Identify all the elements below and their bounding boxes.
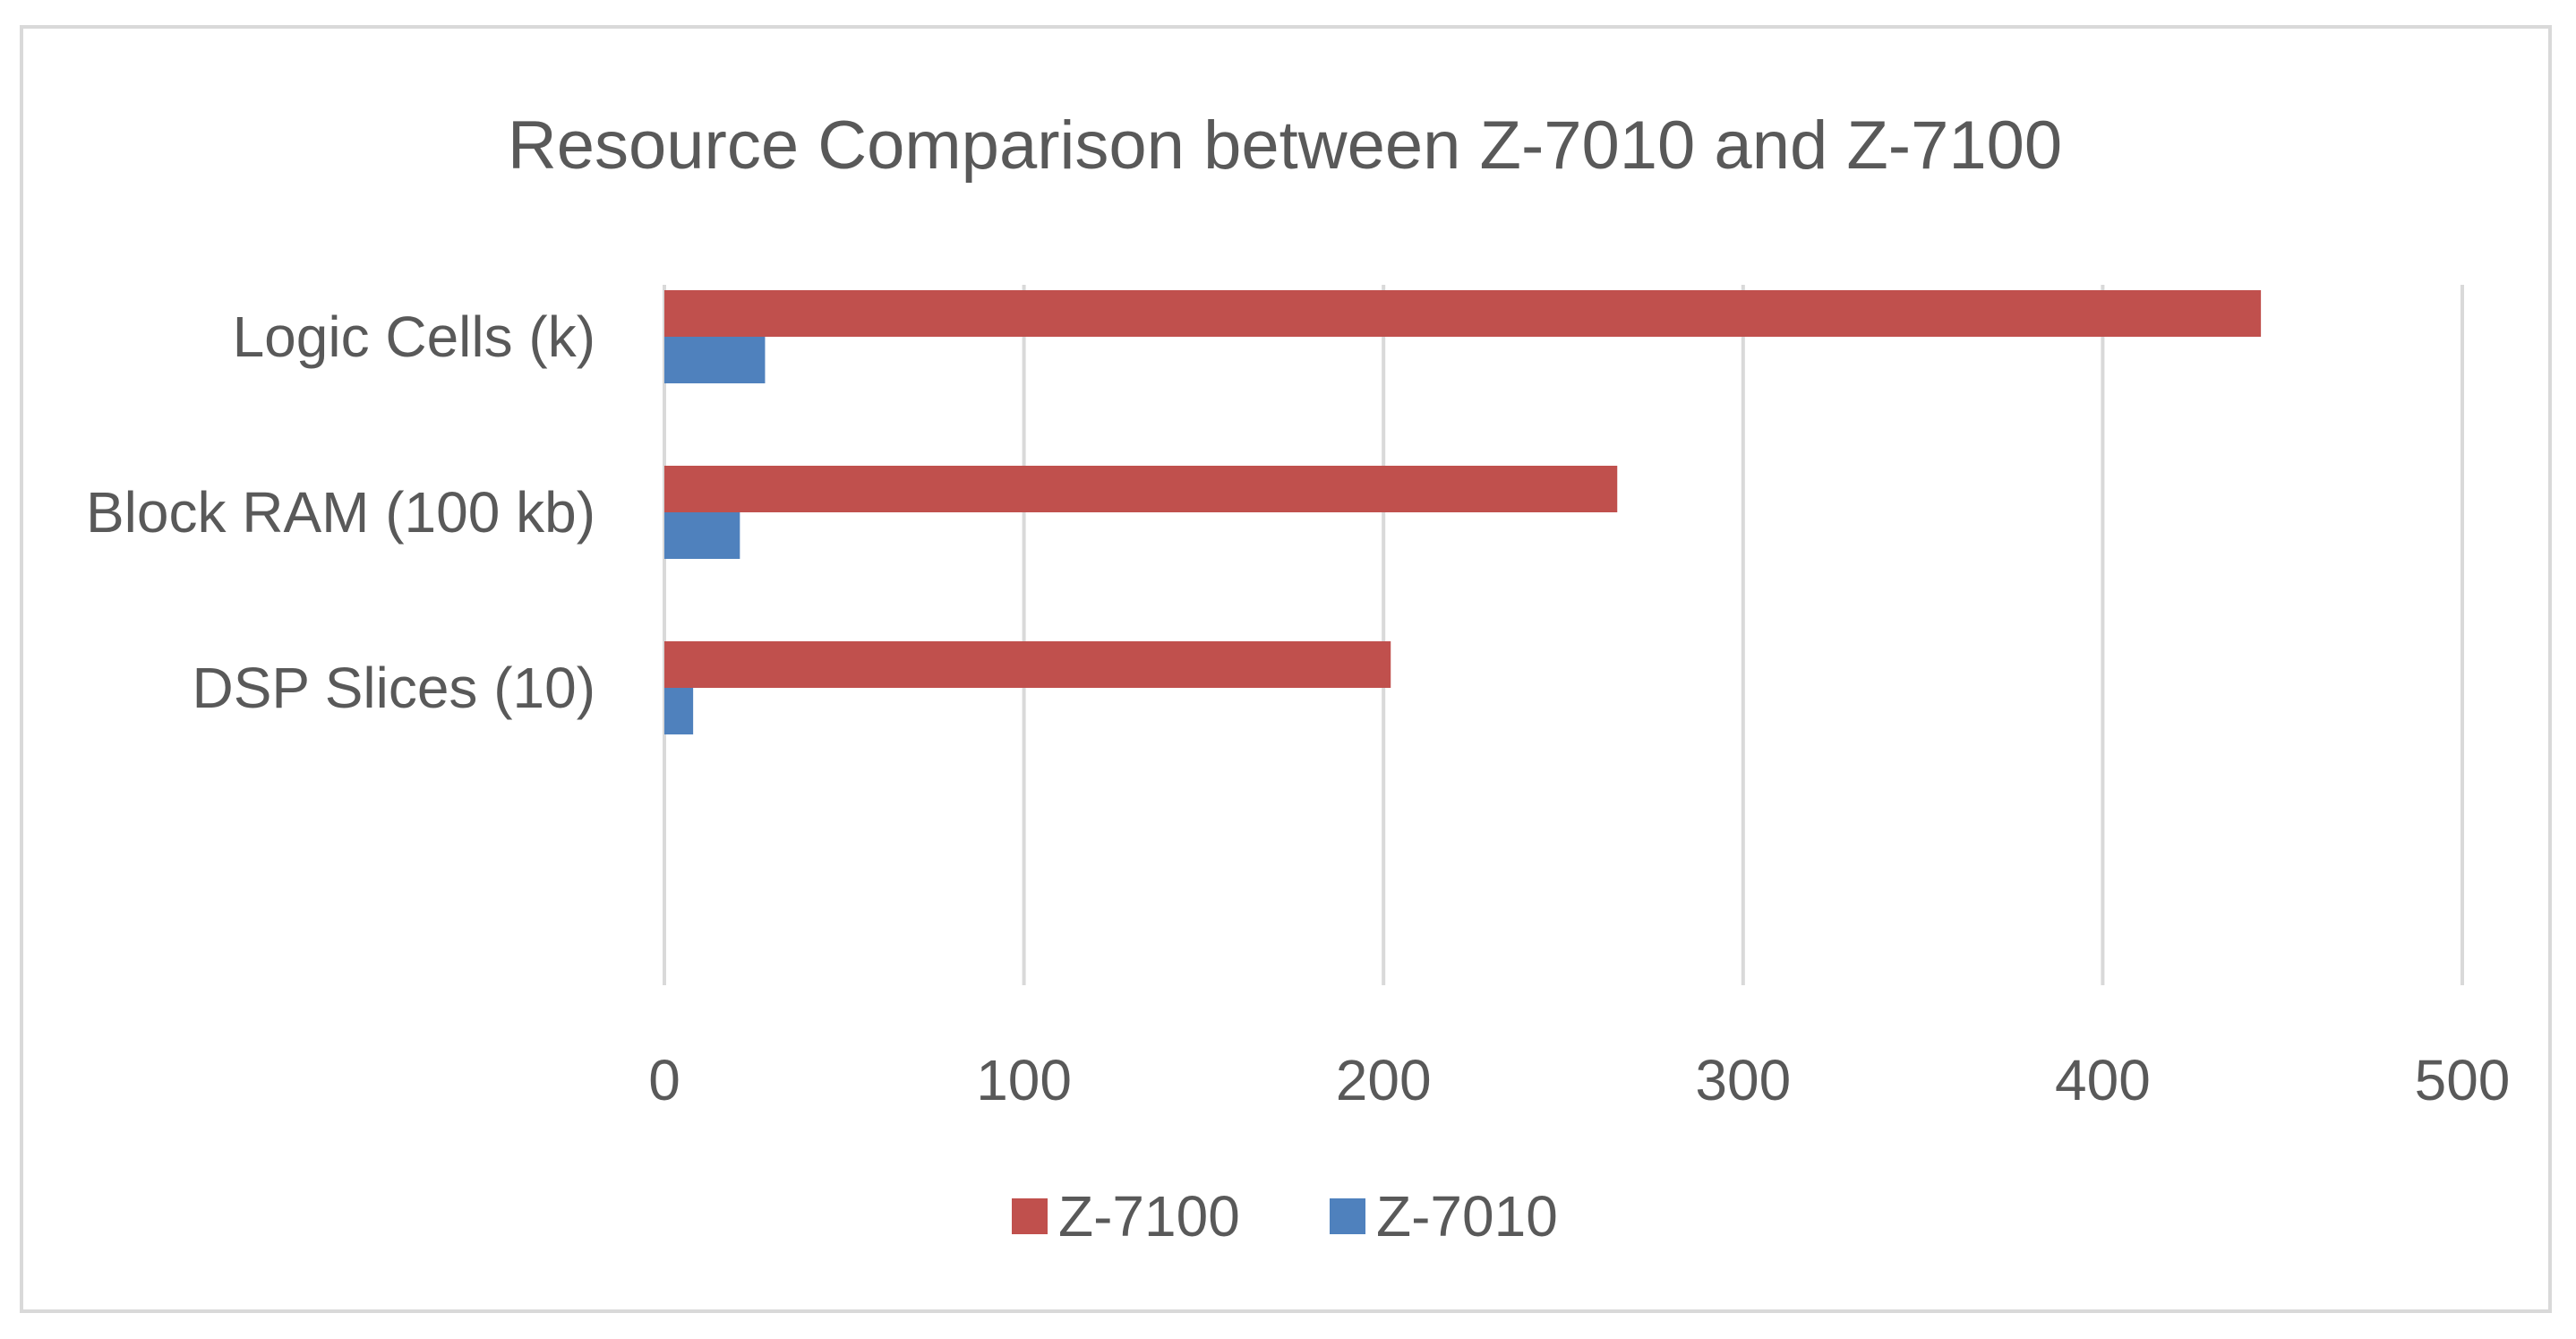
x-tick-label: 200 bbox=[1336, 1048, 1432, 1112]
legend-swatch bbox=[1012, 1198, 1048, 1234]
category-label: Logic Cells (k) bbox=[233, 305, 595, 369]
x-tick-label: 100 bbox=[976, 1048, 1072, 1112]
x-axis-tick-labels: 0 100 200 300 400 500 bbox=[648, 1048, 2510, 1112]
category-labels: Logic Cells (k) Block RAM (100 kb) DSP Sli… bbox=[86, 305, 595, 720]
category-label: Block RAM (100 kb) bbox=[86, 480, 595, 545]
legend-swatch bbox=[1330, 1198, 1365, 1234]
bar-z-7010 bbox=[664, 688, 694, 734]
bar-z-7100 bbox=[664, 466, 1618, 512]
gridlines bbox=[663, 285, 2464, 985]
category-label: DSP Slices (10) bbox=[192, 656, 595, 720]
x-tick-label: 0 bbox=[648, 1048, 680, 1112]
x-tick-label: 300 bbox=[1695, 1048, 1791, 1112]
x-tick-label: 500 bbox=[2415, 1048, 2511, 1112]
chart-title: Resource Comparison between Z-7010 and Z… bbox=[508, 107, 2062, 184]
bar-z-7010 bbox=[664, 337, 766, 383]
bars bbox=[664, 290, 2262, 734]
x-tick-label: 400 bbox=[2055, 1048, 2151, 1112]
bar-z-7010 bbox=[664, 512, 740, 559]
bar-z-7100 bbox=[664, 290, 2262, 337]
bar-z-7100 bbox=[664, 641, 1391, 688]
legend-label: Z-7010 bbox=[1376, 1184, 1558, 1249]
legend: Z-7100 Z-7010 bbox=[1012, 1184, 1558, 1249]
legend-label: Z-7100 bbox=[1058, 1184, 1240, 1249]
